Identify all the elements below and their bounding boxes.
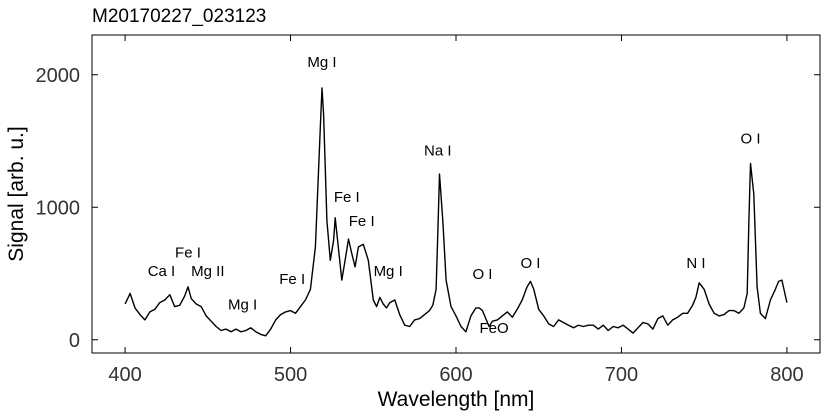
x-tick-label: 500 [274,364,307,386]
line-label: O I [520,255,540,272]
line-label: Mg I [307,54,336,71]
y-tick-label: 1000 [36,197,81,219]
line-label: Fe I [279,271,305,288]
y-tick-label: 0 [69,330,80,352]
line-label: Fe I [175,245,201,262]
line-label: Ca I [148,263,176,280]
line-label: O I [741,131,761,148]
plot-frame [91,34,821,354]
line-label: Fe I [349,213,375,230]
x-tick-label: 400 [108,364,141,386]
y-axis: 0 1000 2000 [36,65,820,352]
x-axis: 400 500 600 700 800 [108,35,804,386]
line-label: Mg I [374,263,403,280]
line-label: Fe I [334,189,360,206]
line-label: N I [686,255,705,272]
line-label: Mg I [228,296,257,313]
y-axis-label: Signal [arb. u.] [5,126,28,261]
x-tick-label: 700 [605,364,638,386]
chart-title: M20170227_023123 [92,6,266,27]
line-label: O I [472,266,492,283]
line-label: FeO [479,320,508,337]
y-tick-label: 2000 [36,65,81,87]
x-tick-label: 600 [439,364,472,386]
spectrum-line [124,87,788,337]
line-label: Mg II [191,263,224,280]
x-axis-label: Wavelength [nm] [378,388,535,411]
line-label: Na I [424,143,452,160]
x-tick-label: 800 [770,364,803,386]
